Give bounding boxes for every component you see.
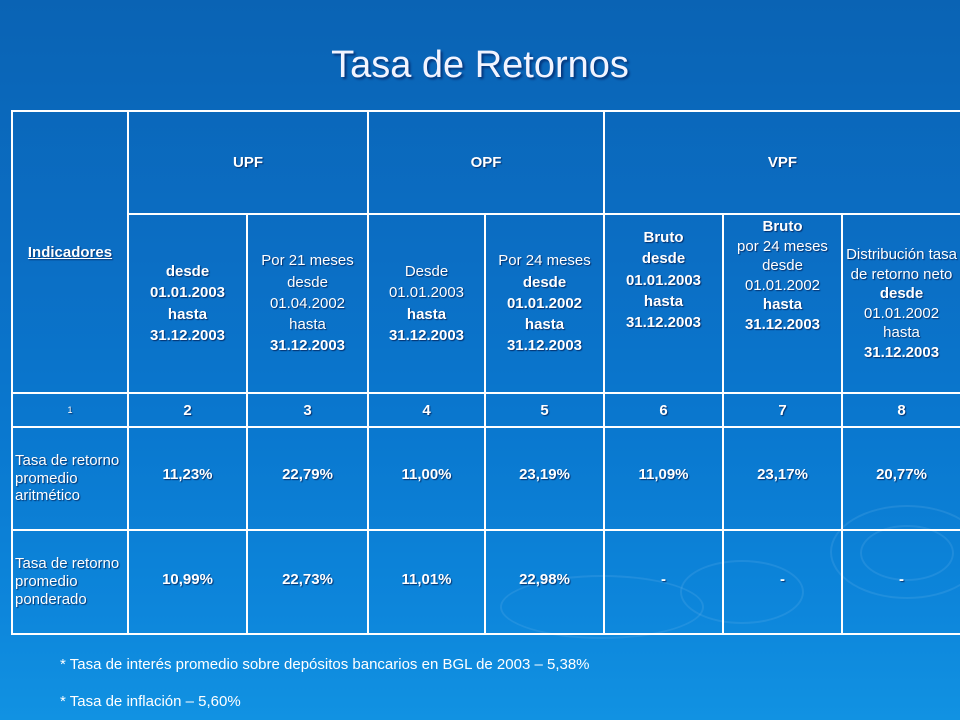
column-number: 5: [484, 392, 605, 428]
period-header-col7: Bruto por 24 meses desde 01.01.2002 hasta 31…: [722, 213, 843, 394]
period-header-col8: Distribución tasa de retorno neto desde 01…: [840, 213, 960, 394]
value-cell: -: [840, 529, 960, 635]
value-cell: 11,00%: [367, 426, 486, 531]
value-cell: 22,73%: [246, 529, 369, 635]
row-label-weighted: Tasa de retorno promedio ponderado: [11, 529, 129, 635]
group-header-row: Indicadores UPF OPF VPF: [11, 110, 960, 394]
group-upf: UPF: [127, 110, 369, 215]
value-cell: 22,98%: [484, 529, 605, 635]
value-cell: 10,99%: [127, 529, 248, 635]
value-cell: 20,77%: [840, 426, 960, 531]
column-number: 6: [603, 392, 724, 428]
period-header-col5: Por 24 meses desde 01.01.2002 hasta 31.12.20…: [484, 213, 605, 394]
indicators-header: Indicadores: [11, 110, 129, 394]
group-vpf: VPF: [602, 110, 960, 215]
value-cell: 11,09%: [603, 426, 724, 531]
footnote-interest-rate: * Tasa de interés promedio sobre depósit…: [60, 656, 590, 673]
group-opf: OPF: [367, 110, 605, 215]
value-cell: 11,23%: [127, 426, 248, 531]
value-cell: 22,79%: [246, 426, 369, 531]
value-cell: 23,19%: [484, 426, 605, 531]
column-number: 8: [840, 392, 960, 428]
period-header-col2: desde 01.01.2003 hasta 31.12.2003: [127, 213, 248, 394]
row-label-arithmetic: Tasa de retorno promedio aritmético: [11, 426, 129, 531]
column-number: 7: [722, 392, 843, 428]
column-number: 4: [367, 392, 486, 428]
value-cell: 11,01%: [367, 529, 486, 635]
table-row: Tasa de retorno promedio aritmético 11,2…: [11, 426, 960, 531]
period-header-col6: Bruto desde 01.01.2003 hasta 31.12.2003: [603, 213, 724, 394]
column-number: 3: [246, 392, 369, 428]
footnote-inflation: * Tasa de inflación – 5,60%: [60, 693, 241, 710]
period-header-col4: Desde 01.01.2003 hasta 31.12.2003: [367, 213, 486, 394]
period-header-row: desde 01.01.2003 hasta 31.12.2003 Por 21 me…: [12, 213, 960, 394]
column-number-row: 1 2 3 4 5 6 7 8: [11, 392, 960, 428]
page-title: Tasa de Retornos: [331, 44, 629, 86]
column-number: 1: [11, 392, 129, 428]
column-number: 2: [127, 392, 248, 428]
table-row: Tasa de retorno promedio ponderado 10,99…: [11, 529, 960, 635]
value-cell: 23,17%: [722, 426, 843, 531]
value-cell: -: [603, 529, 724, 635]
value-cell: -: [722, 529, 843, 635]
returns-table: Indicadores UPF OPF VPF desde 01.01.2003 h…: [11, 110, 960, 635]
period-header-col3: Por 21 meses desde 01.04.2002 hasta 31.12…: [246, 213, 369, 394]
